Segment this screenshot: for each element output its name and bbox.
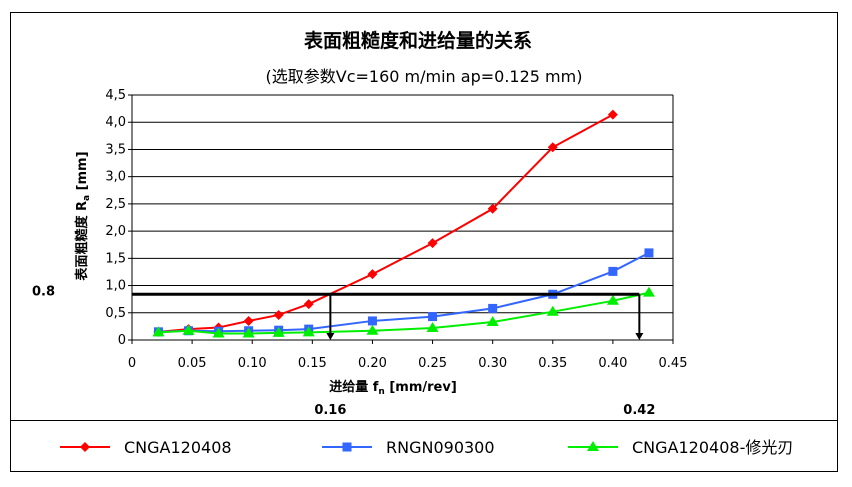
y-tick-label: 1,5 [105, 251, 126, 266]
y-axis-ticks: 0 0,5 1,0 1,5 2,0 2,5 3,0 3,5 4,0 4,5 [105, 88, 132, 348]
data-point [272, 326, 285, 337]
data-point [608, 266, 618, 276]
legend-item-1: CNGA120408 [60, 438, 232, 457]
data-point [303, 299, 314, 310]
x-axis-label-sub: n [378, 387, 384, 397]
chart-title: 表面粗糙度和进给量的关系 [304, 29, 532, 52]
data-point [546, 305, 559, 316]
x-tick-label: 0.15 [298, 356, 327, 371]
data-series [152, 109, 655, 338]
x-tick-label: 0.35 [538, 356, 567, 371]
series-line [158, 113, 614, 333]
x-tick-label: 0.20 [358, 356, 387, 371]
x-axis-label: 进给量 fn [mm/rev] [329, 379, 457, 397]
data-point [243, 315, 254, 326]
data-point [302, 326, 315, 337]
chart-subtitle: (选取参数Vc=160 m/min ap=0.125 mm) [266, 67, 583, 86]
drop-line-label: 0.16 [314, 403, 346, 418]
y-tick-label: 0 [118, 333, 126, 348]
x-tick-label: 0.45 [659, 356, 688, 371]
y-tick-label: 4,0 [105, 115, 126, 130]
x-tick-label: 0.05 [178, 356, 207, 371]
drop-arrow [326, 333, 335, 340]
legend-marker [587, 441, 599, 451]
legend-marker [80, 442, 90, 452]
y-tick-label: 3,0 [105, 170, 126, 185]
x-tick-label: 0 [128, 356, 136, 371]
y-tick-label: 3,5 [105, 142, 126, 157]
data-point [606, 294, 619, 305]
legend-item-3: CNGA120408-修光刃 [568, 438, 793, 457]
data-point [487, 203, 498, 214]
legend-separator [10, 420, 838, 421]
drop-arrow [635, 333, 644, 340]
x-axis-label-unit: [mm/rev] [385, 380, 457, 395]
x-tick-label: 0.25 [418, 356, 447, 371]
x-axis-label-main: 进给量 f [329, 379, 379, 395]
data-point [367, 316, 377, 326]
series-1 [153, 109, 618, 337]
y-axis-label-unit: [mm] [75, 151, 90, 195]
gridlines [131, 94, 674, 341]
data-point [427, 238, 438, 249]
x-tick-label: 0.10 [238, 356, 267, 371]
data-point [366, 324, 379, 335]
y-tick-label: 2,5 [105, 197, 126, 212]
legend-label: CNGA120408-修光刃 [632, 438, 793, 457]
data-point [644, 248, 654, 258]
y-axis-label-main: 表面粗糙度 R [74, 201, 90, 282]
threshold-label: 0.8 [32, 284, 55, 299]
series-line [158, 291, 650, 335]
x-axis-ticks: 0 0.05 0.10 0.15 0.20 0.25 0.30 0.35 0.40 0.45 [128, 340, 688, 371]
data-point [182, 324, 195, 335]
series-3 [152, 286, 655, 338]
y-tick-label: 0,5 [105, 306, 126, 321]
data-point [488, 303, 498, 313]
y-axis-label-sub: a [82, 195, 92, 201]
y-tick-label: 4,5 [105, 88, 126, 103]
data-point [607, 109, 618, 120]
data-point [426, 322, 439, 333]
data-point [428, 312, 438, 322]
data-point [486, 316, 499, 327]
legend-item-2: RNGN090300 [322, 438, 495, 457]
y-axis-label: 表面粗糙度 Ra [mm] [74, 151, 92, 281]
legend-label: RNGN090300 [386, 438, 495, 457]
x-tick-label: 0.30 [478, 356, 507, 371]
data-point [642, 286, 655, 297]
legend-label: CNGA120408 [124, 438, 232, 457]
chart-frame [10, 12, 838, 472]
x-tick-label: 0.40 [598, 356, 627, 371]
series-line [158, 251, 650, 333]
data-point [547, 142, 558, 153]
y-tick-label: 2,0 [105, 224, 126, 239]
series-2 [153, 248, 654, 337]
drop-line-label: 0.42 [623, 403, 655, 418]
data-point [367, 269, 378, 280]
annotations: 0.8 0.16 0.42 [32, 284, 655, 418]
y-tick-label: 1,0 [105, 279, 126, 294]
data-point [212, 327, 225, 338]
data-point [273, 309, 284, 320]
data-point [152, 326, 165, 337]
legend: CNGA120408 RNGN090300 CNGA120408-修光刃 [60, 438, 793, 457]
legend-marker [342, 442, 352, 452]
data-point [242, 327, 255, 338]
